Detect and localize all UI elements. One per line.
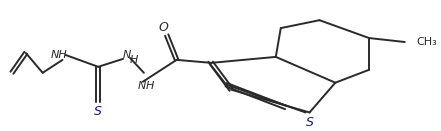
Text: N: N [123, 50, 131, 60]
Text: H: H [130, 55, 138, 65]
Text: H: H [146, 81, 154, 91]
Text: CH₃: CH₃ [417, 37, 437, 47]
Text: S: S [94, 105, 102, 118]
Text: O: O [159, 21, 168, 34]
Text: NH: NH [51, 50, 68, 60]
Text: N: N [138, 81, 146, 91]
Text: S: S [306, 116, 314, 129]
